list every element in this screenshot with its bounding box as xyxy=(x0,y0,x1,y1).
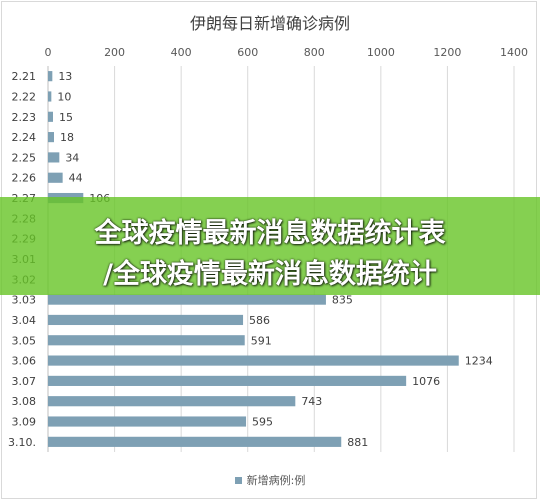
category-label: 3.09 xyxy=(12,416,37,429)
x-tick-label: 600 xyxy=(237,46,258,59)
data-label: 34 xyxy=(65,151,79,164)
data-label: 10 xyxy=(57,90,71,103)
data-label: 13 xyxy=(58,70,72,83)
bar xyxy=(48,71,53,82)
x-tick-label: 1000 xyxy=(367,46,395,59)
bar xyxy=(48,91,52,102)
x-tick-label: 1200 xyxy=(433,46,461,59)
banner-title-line-2: /全球疫情最新消息数据统计 xyxy=(103,259,437,290)
category-label: 2.21 xyxy=(12,70,37,83)
bar xyxy=(48,335,245,346)
bar xyxy=(48,294,326,305)
data-label: 1234 xyxy=(465,355,493,368)
x-tick-label: 800 xyxy=(304,46,325,59)
data-label: 18 xyxy=(60,131,74,144)
x-tick-label: 1400 xyxy=(500,46,528,59)
data-label: 586 xyxy=(249,314,270,327)
category-label: 2.24 xyxy=(12,131,37,144)
category-label: 2.22 xyxy=(12,90,37,103)
category-label: 3.10. xyxy=(8,436,36,449)
data-label: 44 xyxy=(69,172,83,185)
bar xyxy=(48,152,60,163)
legend-swatch xyxy=(234,476,242,484)
legend: 新增病例:例 xyxy=(0,472,540,488)
data-label: 881 xyxy=(347,436,368,449)
data-label: 595 xyxy=(252,416,273,429)
x-tick-label: 0 xyxy=(45,46,52,59)
data-label: 743 xyxy=(301,395,322,408)
legend-label: 新增病例:例 xyxy=(246,474,306,487)
category-label: 3.07 xyxy=(12,375,37,388)
category-label: 2.26 xyxy=(12,172,37,185)
x-tick-label: 400 xyxy=(171,46,192,59)
category-label: 3.03 xyxy=(12,294,37,307)
bar xyxy=(48,111,53,122)
category-label: 3.06 xyxy=(12,355,37,368)
bar xyxy=(48,416,247,427)
category-label: 3.08 xyxy=(12,395,37,408)
bar xyxy=(48,436,342,447)
bars xyxy=(48,71,459,447)
bar xyxy=(48,314,244,326)
data-label: 835 xyxy=(332,294,353,307)
data-label: 15 xyxy=(59,111,73,124)
bar xyxy=(48,355,459,366)
bar xyxy=(48,375,407,386)
bar xyxy=(48,396,296,407)
title-banner: 全球疫情最新消息数据统计表 /全球疫情最新消息数据统计 xyxy=(0,197,540,295)
category-label: 2.25 xyxy=(12,151,37,164)
data-label: 1076 xyxy=(412,375,440,388)
category-label: 3.04 xyxy=(12,314,37,327)
chart-title: 伊朗每日新增确诊病例 xyxy=(189,14,350,33)
banner-title-line-1: 全球疫情最新消息数据统计表 xyxy=(94,218,446,249)
data-label: 591 xyxy=(251,334,272,347)
bar xyxy=(48,172,63,183)
x-tick-label: 200 xyxy=(104,46,125,59)
bar xyxy=(48,132,54,143)
category-label: 2.23 xyxy=(12,111,37,124)
category-label: 3.05 xyxy=(12,334,37,347)
